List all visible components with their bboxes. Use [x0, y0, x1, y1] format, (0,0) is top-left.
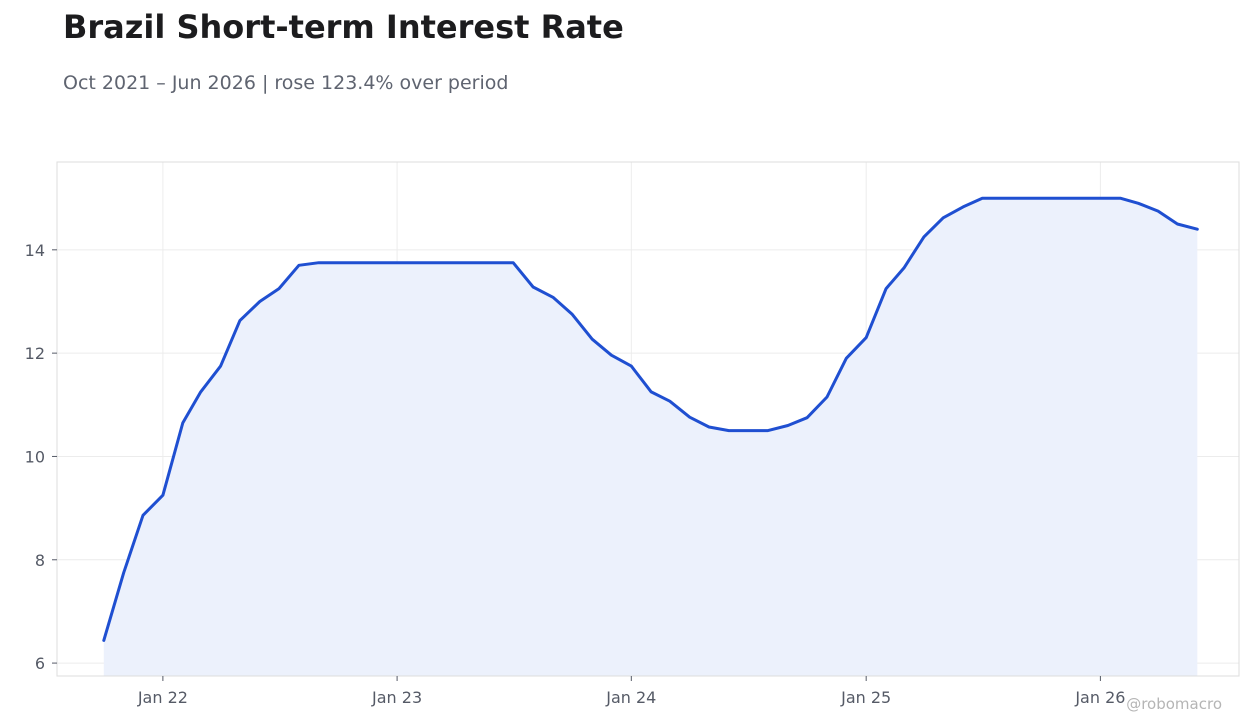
series-area	[103, 198, 1198, 676]
chart-title: Brazil Short-term Interest Rate	[63, 8, 624, 46]
x-tick-label: Jan 22	[137, 688, 188, 707]
watermark: @robomacro	[1126, 695, 1222, 713]
y-axis: 6 8 10 12 14	[25, 241, 57, 673]
y-tick-label: 12	[25, 344, 45, 363]
x-tick-label: Jan 23	[371, 688, 422, 707]
x-tick-label: Jan 26	[1074, 688, 1125, 707]
x-tick-label: Jan 24	[605, 688, 656, 707]
y-tick-label: 8	[35, 551, 45, 570]
x-tick-label: Jan 25	[840, 688, 891, 707]
y-tick-label: 14	[25, 241, 45, 260]
plot-frame	[56, 161, 1240, 677]
chart-subtitle: Oct 2021 – Jun 2026 | rose 123.4% over p…	[63, 72, 509, 94]
x-axis: Jan 22 Jan 23 Jan 24 Jan 25 Jan 26	[137, 676, 1125, 707]
series-line	[102, 196, 1199, 642]
y-tick-label: 6	[35, 654, 45, 673]
y-tick-label: 10	[25, 447, 45, 466]
